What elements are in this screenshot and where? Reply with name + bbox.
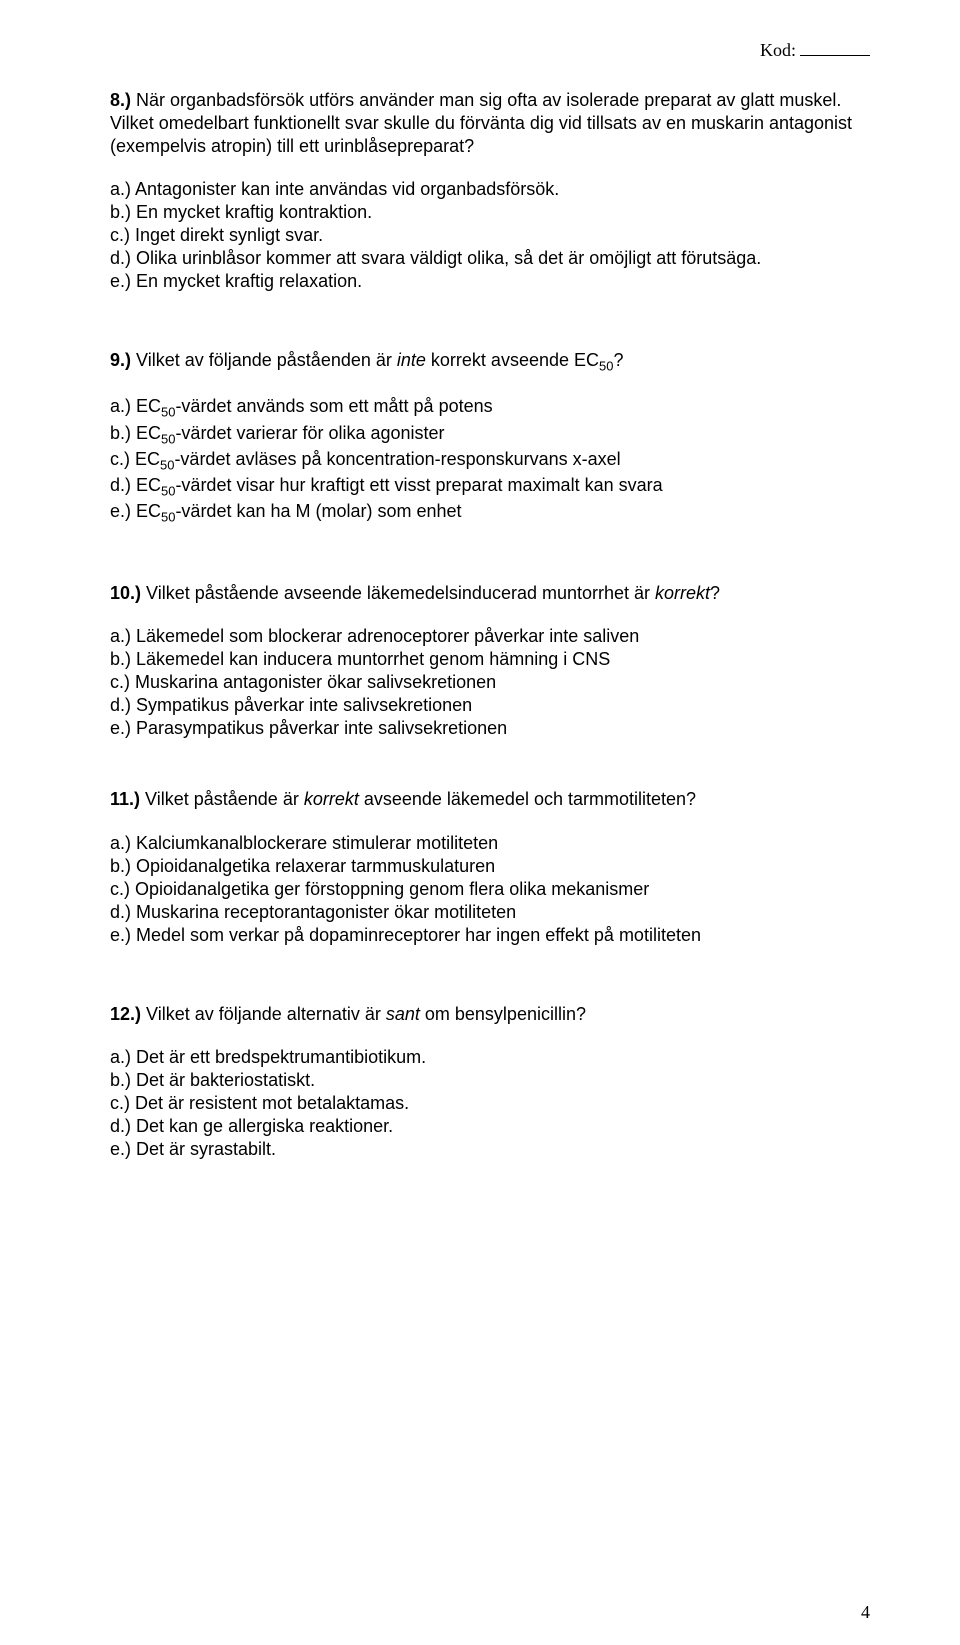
question-11-option-a: a.) Kalciumkanalblockerare stimulerar mo… xyxy=(110,832,870,855)
question-11-option-b: b.) Opioidanalgetika relaxerar tarmmusku… xyxy=(110,855,870,878)
question-11-post: avseende läkemedel och tarmmotiliteten? xyxy=(359,789,696,809)
question-9-option-a: a.) EC50-värdet används som ett mått på … xyxy=(110,395,870,421)
q9-a-pre: a.) EC xyxy=(110,396,161,416)
question-9-italic: inte xyxy=(397,350,426,370)
q9-c-sub: 50 xyxy=(160,457,174,472)
question-8-option-c: c.) Inget direkt synligt svar. xyxy=(110,224,870,247)
question-10-option-a: a.) Läkemedel som blockerar adrenoceptor… xyxy=(110,625,870,648)
kod-header: Kod: xyxy=(110,40,870,61)
q9-c-pre: c.) EC xyxy=(110,449,160,469)
question-8-option-d: d.) Olika urinblåsor kommer att svara vä… xyxy=(110,247,870,270)
question-10-post: ? xyxy=(710,583,720,603)
question-12-pre: Vilket av följande alternativ är xyxy=(146,1004,386,1024)
q9-d-sub: 50 xyxy=(161,484,175,499)
question-9-option-e: e.) EC50-värdet kan ha M (molar) som enh… xyxy=(110,500,870,526)
question-8-option-b: b.) En mycket kraftig kontraktion. xyxy=(110,201,870,224)
question-12-post: om bensylpenicillin? xyxy=(420,1004,586,1024)
question-11-option-d: d.) Muskarina receptorantagonister ökar … xyxy=(110,901,870,924)
question-9-post: korrekt avseende EC xyxy=(426,350,599,370)
kod-blank-line xyxy=(800,55,870,56)
q9-e-post: -värdet kan ha M (molar) som enhet xyxy=(175,501,461,521)
question-12: 12.) Vilket av följande alternativ är sa… xyxy=(110,1003,870,1161)
page-number: 4 xyxy=(861,1602,870,1623)
question-9-number: 9.) xyxy=(110,350,131,370)
question-9-end: ? xyxy=(613,350,623,370)
q9-b-pre: b.) EC xyxy=(110,423,161,443)
question-10-option-c: c.) Muskarina antagonister ökar salivsek… xyxy=(110,671,870,694)
question-11-text: 11.) Vilket påstående är korrekt avseend… xyxy=(110,788,870,811)
q9-b-sub: 50 xyxy=(161,431,175,446)
question-11-number: 11.) xyxy=(110,789,140,809)
question-11: 11.) Vilket påstående är korrekt avseend… xyxy=(110,788,870,946)
question-10-option-e: e.) Parasympatikus påverkar inte salivse… xyxy=(110,717,870,740)
question-9-sub: 50 xyxy=(599,359,613,374)
q9-d-pre: d.) EC xyxy=(110,475,161,495)
question-11-pre: Vilket påstående är xyxy=(145,789,304,809)
q9-c-post: -värdet avläses på koncentration-respons… xyxy=(174,449,620,469)
q9-e-sub: 50 xyxy=(161,510,175,525)
q9-a-post: -värdet används som ett mått på potens xyxy=(175,396,492,416)
question-9-pre: Vilket av följande påståenden är xyxy=(136,350,397,370)
question-12-option-e: e.) Det är syrastabilt. xyxy=(110,1138,870,1161)
question-10: 10.) Vilket påstående avseende läkemedel… xyxy=(110,582,870,740)
question-8-text: 8.) När organbadsförsök utförs använder … xyxy=(110,89,870,158)
question-10-number: 10.) xyxy=(110,583,141,603)
q9-a-sub: 50 xyxy=(161,405,175,420)
question-12-option-a: a.) Det är ett bredspektrumantibiotikum. xyxy=(110,1046,870,1069)
question-9-option-c: c.) EC50-värdet avläses på koncentration… xyxy=(110,448,870,474)
question-8-option-a: a.) Antagonister kan inte användas vid o… xyxy=(110,178,870,201)
question-9-text: 9.) Vilket av följande påståenden är int… xyxy=(110,349,870,375)
kod-label: Kod: xyxy=(760,40,796,60)
question-12-option-c: c.) Det är resistent mot betalaktamas. xyxy=(110,1092,870,1115)
question-12-number: 12.) xyxy=(110,1004,141,1024)
question-8-number: 8.) xyxy=(110,90,131,110)
q9-e-pre: e.) EC xyxy=(110,501,161,521)
question-12-option-d: d.) Det kan ge allergiska reaktioner. xyxy=(110,1115,870,1138)
question-11-italic: korrekt xyxy=(304,789,359,809)
document-page: Kod: 8.) När organbadsförsök utförs anvä… xyxy=(0,0,960,1645)
question-9-option-d: d.) EC50-värdet visar hur kraftigt ett v… xyxy=(110,474,870,500)
question-9: 9.) Vilket av följande påståenden är int… xyxy=(110,349,870,526)
q9-b-post: -värdet varierar för olika agonister xyxy=(175,423,444,443)
question-11-option-e: e.) Medel som verkar på dopaminreceptore… xyxy=(110,924,870,947)
question-11-option-c: c.) Opioidanalgetika ger förstoppning ge… xyxy=(110,878,870,901)
question-10-option-d: d.) Sympatikus påverkar inte salivsekret… xyxy=(110,694,870,717)
question-12-option-b: b.) Det är bakteriostatiskt. xyxy=(110,1069,870,1092)
question-10-pre: Vilket påstående avseende läkemedelsindu… xyxy=(146,583,655,603)
question-12-text: 12.) Vilket av följande alternativ är sa… xyxy=(110,1003,870,1026)
question-10-text: 10.) Vilket påstående avseende läkemedel… xyxy=(110,582,870,605)
question-12-italic: sant xyxy=(386,1004,420,1024)
question-8: 8.) När organbadsförsök utförs använder … xyxy=(110,89,870,293)
q9-d-post: -värdet visar hur kraftigt ett visst pre… xyxy=(175,475,662,495)
question-8-body: När organbadsförsök utförs använder man … xyxy=(110,90,852,156)
question-10-option-b: b.) Läkemedel kan inducera muntorrhet ge… xyxy=(110,648,870,671)
question-10-italic: korrekt xyxy=(655,583,710,603)
question-9-option-b: b.) EC50-värdet varierar för olika agoni… xyxy=(110,422,870,448)
question-8-option-e: e.) En mycket kraftig relaxation. xyxy=(110,270,870,293)
